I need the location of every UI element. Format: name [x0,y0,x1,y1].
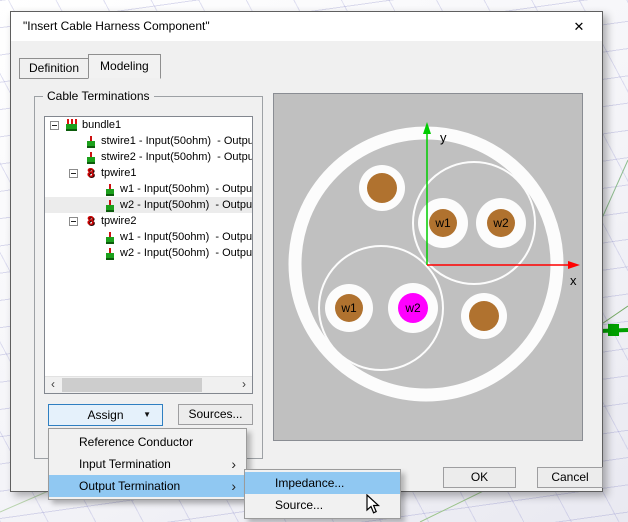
dropdown-arrow-icon: ▼ [143,410,151,419]
menu-item[interactable]: Output Termination › [49,475,246,497]
menu-item-label: Reference Conductor [79,435,194,449]
twisted-pair2-boundary [318,245,444,371]
expander-icon[interactable] [69,168,78,178]
menu-item[interactable]: Input Termination › [49,453,246,475]
cancel-button[interactable]: Cancel [537,467,603,488]
assign-button-label: Assign [87,408,124,422]
scroll-left-icon[interactable]: ‹ [51,377,55,391]
tree-row-label: w2 - Input(50ohm) - Outpu [120,247,252,259]
tree-row[interactable]: tpwire1 [45,165,252,181]
assign-context-menu: Reference Conductor Input Termination › … [48,428,247,500]
tree-horizontal-scrollbar[interactable]: ‹ › [45,376,252,393]
wire-icon [85,151,98,164]
y-axis-label: y [440,130,447,145]
tree-row-label: tpwire1 [101,167,137,179]
menu-item-label: Output Termination [79,479,181,493]
wire-icon [104,199,117,212]
wire-icon [104,183,117,196]
bundle-icon [66,118,79,132]
stwire2-conductor [469,301,499,331]
dialog-titlebar[interactable]: "Insert Cable Harness Component" ✕ [11,12,602,41]
tabstrip: Definition Modeling [19,53,161,79]
menu-item[interactable]: Impedance... [245,472,400,494]
insert-cable-harness-dialog: "Insert Cable Harness Component" ✕ Defin… [10,11,603,492]
pair2-w2-conductor-selected [398,293,428,323]
x-axis-arrow-icon [568,261,580,269]
scroll-right-icon[interactable]: › [242,377,246,391]
pair1-w2-label: w2 [492,216,509,230]
menu-item-label: Impedance... [275,476,345,490]
tree-row-label: tpwire2 [101,215,137,227]
wire-icon [104,231,117,244]
tree-row[interactable]: stwire2 - Input(50ohm) - Outpu [45,149,252,165]
pair1-w1-conductor [429,209,457,237]
tree-row[interactable]: w1 - Input(50ohm) - Outpu [45,181,252,197]
menu-item-label: Source... [275,498,324,512]
tab-definition[interactable]: Definition [19,58,89,79]
sources-button[interactable]: Sources... [178,404,253,425]
close-icon[interactable]: ✕ [573,19,585,34]
tree-row[interactable]: w2 - Input(50ohm) - Outpu [45,197,252,213]
menu-item[interactable]: Source... [245,494,400,516]
cross-section-canvas: w1 w2 w1 w2 y x [288,122,580,402]
twisted-pair-icon [85,214,98,228]
tree-row-label: w2 - Input(50ohm) - Outpu [120,199,252,211]
cable-cross-section-preview: w1 w2 w1 w2 y x [273,93,583,441]
tree-row-label: stwire2 - Input(50ohm) - Outpu [101,151,252,163]
dialog-title: "Insert Cable Harness Component" [23,19,210,33]
pair1-w2-conductor [487,209,515,237]
wire-icon [104,247,117,260]
tree-row[interactable]: w2 - Input(50ohm) - Outpu [45,245,252,261]
assign-button[interactable]: Assign ▼ [48,404,163,426]
tree-row[interactable]: tpwire2 [45,213,252,229]
wire-icon [85,135,98,148]
tree-rows-container: bundle1 stwire1 - Input(50ohm) - Outpu s… [45,117,252,261]
expander-icon[interactable] [50,120,59,130]
y-axis-arrow-icon [423,122,431,134]
submenu-arrow-icon: › [231,478,236,494]
pair2-w2-label: w2 [404,301,421,315]
tree-row[interactable]: bundle1 [45,117,252,133]
x-axis-label: x [570,273,577,288]
cable-terminations-label: Cable Terminations [43,89,154,103]
pair2-w1-conductor [335,294,363,322]
twisted-pair1-boundary [412,161,536,285]
scrollbar-thumb[interactable] [62,378,202,392]
menu-item-label: Input Termination [79,457,171,471]
twisted-pair-icon [85,166,98,180]
tree-row-label: w1 - Input(50ohm) - Outpu [120,231,252,243]
tab-modeling[interactable]: Modeling [88,54,161,79]
ok-button[interactable]: OK [443,467,516,488]
tree-row[interactable]: stwire1 - Input(50ohm) - Outpu [45,133,252,149]
tree-row-label: w1 - Input(50ohm) - Outpu [120,183,252,195]
tree-row-label: stwire1 - Input(50ohm) - Outpu [101,135,252,147]
tree-row-label: bundle1 [82,119,122,131]
tree-row[interactable]: w1 - Input(50ohm) - Outpu [45,229,252,245]
stwire1-conductor [367,173,397,203]
mouse-cursor-icon [366,494,381,514]
pair2-w1-label: w1 [340,301,357,315]
menu-item[interactable]: Reference Conductor [49,431,246,453]
terminations-tree[interactable]: bundle1 stwire1 - Input(50ohm) - Outpu s… [44,116,253,394]
pair1-w1-label: w1 [434,216,451,230]
submenu-arrow-icon: › [231,456,236,472]
expander-icon[interactable] [69,216,78,226]
